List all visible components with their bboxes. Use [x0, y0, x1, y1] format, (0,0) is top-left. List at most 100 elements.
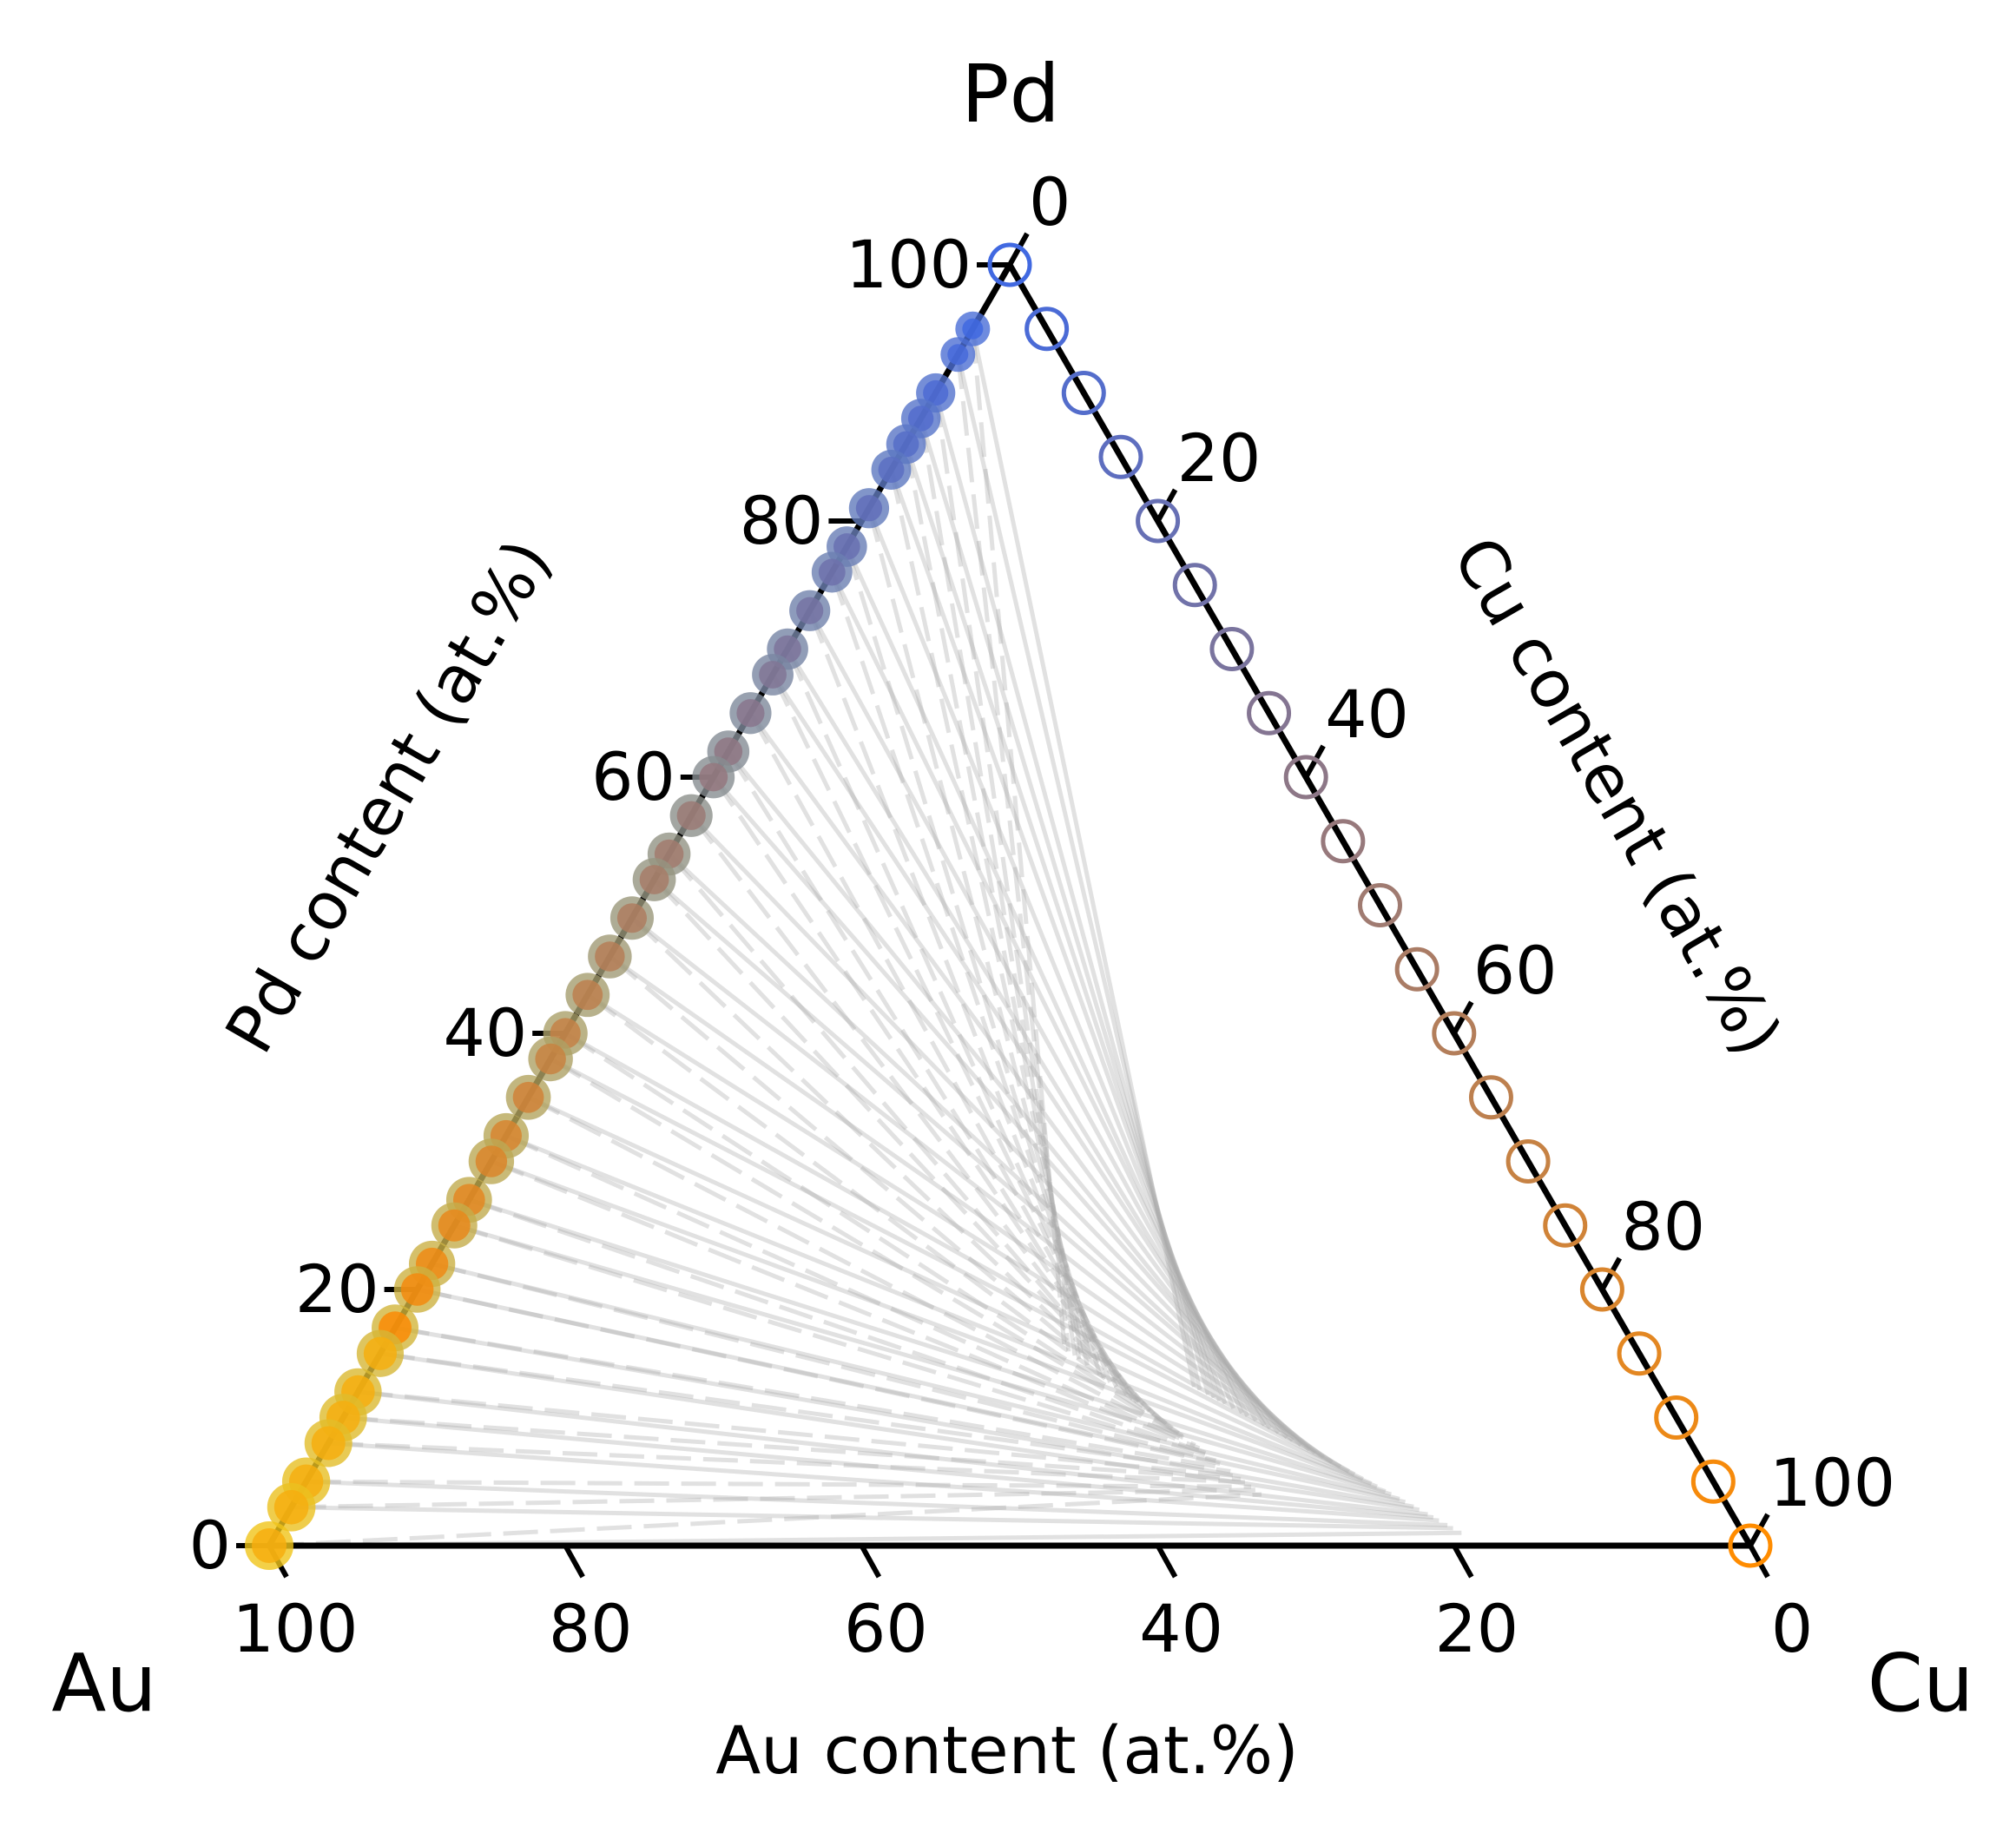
- tie-line: [830, 570, 1250, 1417]
- hollow-point: [1098, 434, 1143, 479]
- tie-line: [379, 1351, 1231, 1474]
- tie-line: [527, 1095, 1190, 1443]
- data-point: [400, 1273, 434, 1306]
- tie-line: [866, 507, 1236, 1409]
- tie-line: [889, 469, 1090, 1366]
- tie-line: [652, 878, 1317, 1455]
- tie-line: [919, 418, 1082, 1360]
- tick-bottom: [1452, 1544, 1474, 1579]
- tick-label-right: 0: [1029, 163, 1071, 241]
- tie-line: [970, 328, 1067, 1349]
- hollow-point: [1654, 1395, 1699, 1440]
- axis-label-left: Pd content (at.%): [210, 526, 566, 1065]
- tie-line: [889, 469, 1228, 1405]
- tie-line: [306, 1479, 1252, 1489]
- data-point: [923, 379, 949, 406]
- tie-line: [549, 1057, 1184, 1438]
- tie-line: [904, 443, 1222, 1401]
- tie-line: [432, 1262, 1400, 1501]
- tie-line: [770, 673, 1273, 1430]
- hollow-point: [1061, 371, 1106, 415]
- hollow-point: [1617, 1331, 1662, 1376]
- tick-label-right: 40: [1325, 676, 1409, 753]
- tie-line: [726, 749, 1289, 1440]
- tie-line: [667, 852, 1151, 1414]
- data-point: [252, 1528, 287, 1563]
- tie-line: [807, 610, 1258, 1422]
- data-point: [855, 495, 883, 522]
- tie-line: [291, 1505, 1453, 1531]
- tie-line: [770, 673, 1123, 1391]
- tie-line: [490, 1159, 1201, 1451]
- tick-label-right: 60: [1473, 932, 1558, 1009]
- tick-label-bottom: 100: [232, 1590, 358, 1667]
- hollow-point: [1024, 307, 1070, 352]
- tie-line: [711, 775, 1139, 1404]
- tie-line: [491, 1159, 1378, 1489]
- tie-line: [955, 353, 1071, 1352]
- tie-line: [306, 1479, 1448, 1527]
- axis-label-bottom: Au content (at.%): [715, 1711, 1299, 1789]
- hollow-point: [1690, 1459, 1736, 1504]
- tie-line: [970, 328, 1196, 1388]
- tick-label-bottom: 80: [549, 1590, 633, 1667]
- tick-label-bottom: 0: [1771, 1590, 1813, 1667]
- tie-line: [527, 1095, 1364, 1481]
- tie-line: [726, 750, 1136, 1401]
- tie-line: [505, 1133, 1373, 1486]
- tie-line: [343, 1415, 1434, 1520]
- tie-line: [343, 1415, 1242, 1481]
- tick-label-right: 100: [1769, 1444, 1895, 1521]
- tick-bottom: [563, 1544, 585, 1579]
- data-point: [893, 431, 919, 458]
- data-point: [699, 762, 728, 792]
- tie-line: [689, 814, 1303, 1448]
- hollow-point: [1543, 1203, 1588, 1248]
- hollow-point: [1247, 690, 1292, 735]
- tie-line: [328, 1441, 1440, 1523]
- tie-line: [453, 1223, 1211, 1459]
- tick-label-left: 20: [295, 1250, 379, 1328]
- tie-line: [563, 1031, 1350, 1474]
- data-point: [676, 801, 706, 830]
- tick-label-bottom: 60: [844, 1590, 928, 1667]
- data-point: [818, 558, 846, 586]
- data-point: [947, 344, 969, 366]
- data-point: [572, 979, 603, 1011]
- tick-bottom: [1155, 1544, 1178, 1579]
- tie-line: [748, 712, 1129, 1396]
- tie-line: [689, 814, 1145, 1408]
- tie-line: [268, 1492, 1262, 1548]
- tick-label-right: 20: [1177, 419, 1262, 497]
- data-point: [595, 941, 625, 972]
- hollow-point: [1209, 627, 1255, 671]
- tick-bottom: [859, 1544, 882, 1579]
- tick-label-right: 80: [1621, 1188, 1705, 1265]
- tie-line: [394, 1325, 1414, 1509]
- hollow-point: [1321, 819, 1366, 864]
- tick-label-left: 80: [740, 482, 824, 559]
- hollow-point: [1136, 498, 1181, 544]
- edge-pd-cu: [1006, 263, 1754, 1547]
- tie-line: [904, 444, 1086, 1363]
- hollow-point: [1728, 1523, 1773, 1568]
- tie-line: [608, 954, 1168, 1426]
- data-point: [438, 1209, 471, 1242]
- hollow-point: [1172, 563, 1217, 608]
- data-point: [796, 597, 824, 624]
- tick-label-bottom: 20: [1434, 1590, 1519, 1667]
- data-point: [736, 699, 765, 728]
- data-point: [639, 865, 669, 894]
- hollow-point: [1394, 946, 1440, 992]
- tie-line: [933, 392, 1211, 1395]
- data-point: [311, 1426, 346, 1461]
- tie-line: [586, 993, 1342, 1469]
- tie-line: [630, 916, 1162, 1421]
- tie-line: [504, 1133, 1196, 1448]
- tie-line: [844, 545, 1103, 1375]
- tick-label-bottom: 40: [1139, 1590, 1223, 1667]
- vertex-label-right: Cu: [1868, 1637, 1974, 1730]
- hollow-point: [1579, 1267, 1624, 1312]
- tick-label-left: 0: [189, 1507, 231, 1584]
- hollow-point: [987, 242, 1032, 287]
